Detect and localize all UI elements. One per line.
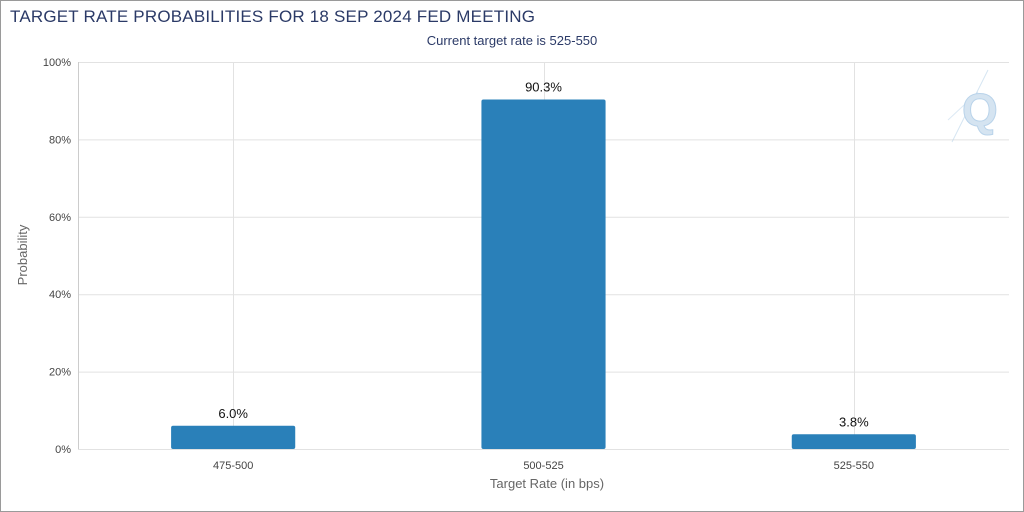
data-label: 6.0% — [218, 406, 248, 421]
q-logo-icon: Q — [947, 69, 998, 143]
bar-525-550[interactable] — [791, 434, 916, 449]
y-tick-label: 0% — [55, 444, 71, 456]
y-tick-label: 100% — [43, 57, 71, 69]
x-tick-label: 500-525 — [523, 460, 563, 472]
bar-475-500[interactable] — [171, 425, 296, 449]
y-tick-label: 40% — [49, 289, 71, 301]
y-tick-label: 20% — [49, 367, 71, 379]
chart-title: TARGET RATE PROBABILITIES FOR 18 SEP 202… — [10, 7, 536, 26]
chart-subtitle: Current target rate is 525-550 — [426, 33, 598, 48]
bar-500-525[interactable] — [481, 99, 606, 449]
labels: 0% 20% 40% 60% 80% 100% 6.0% 475-500 90.3% 500-52… — [43, 57, 874, 472]
y-tick-label: 80% — [49, 134, 71, 146]
data-label: 3.8% — [839, 414, 869, 429]
x-tick-label: 475-500 — [213, 460, 253, 472]
svg-text:Q: Q — [962, 84, 998, 136]
x-tick-label: 525-550 — [834, 460, 874, 472]
y-axis-title: Probability — [15, 224, 30, 285]
data-label: 90.3% — [525, 80, 562, 95]
y-tick-label: 60% — [49, 212, 71, 224]
x-axis-title: Target Rate (in bps) — [490, 476, 604, 491]
bars — [171, 99, 916, 449]
